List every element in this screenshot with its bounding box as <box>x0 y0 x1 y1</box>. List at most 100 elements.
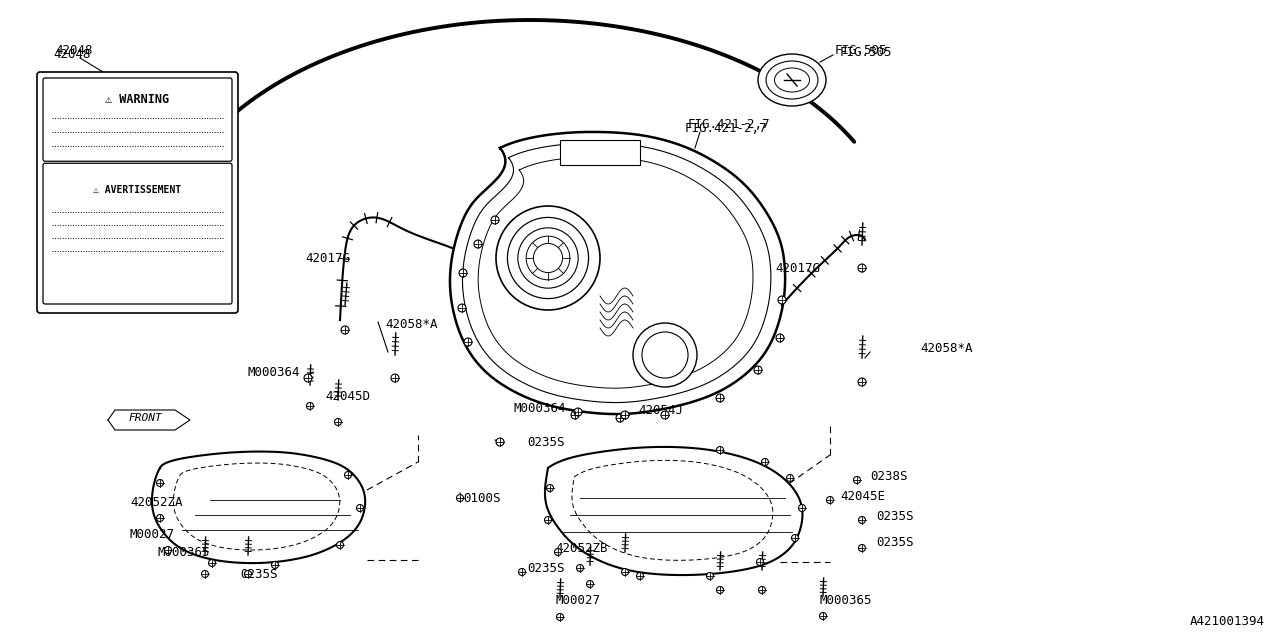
Circle shape <box>465 338 472 346</box>
Circle shape <box>156 479 164 486</box>
Polygon shape <box>108 410 189 430</box>
Text: FIG.505: FIG.505 <box>835 44 887 56</box>
Circle shape <box>819 612 827 620</box>
Circle shape <box>754 366 762 374</box>
Circle shape <box>776 334 783 342</box>
Circle shape <box>534 243 563 273</box>
Text: M00027: M00027 <box>556 593 600 607</box>
Circle shape <box>859 516 865 524</box>
Text: M000365: M000365 <box>820 593 873 607</box>
Circle shape <box>344 472 352 479</box>
Circle shape <box>357 504 364 511</box>
Circle shape <box>660 411 669 419</box>
Circle shape <box>799 504 805 511</box>
Polygon shape <box>451 132 785 414</box>
Text: 42052ZA: 42052ZA <box>131 497 183 509</box>
Circle shape <box>518 568 526 575</box>
Text: 0235S: 0235S <box>241 568 278 582</box>
Text: ⚠ WARNING: ⚠ WARNING <box>105 93 169 106</box>
Circle shape <box>791 534 799 541</box>
Text: 0235S: 0235S <box>527 436 564 449</box>
Circle shape <box>576 564 584 572</box>
Circle shape <box>497 206 600 310</box>
Ellipse shape <box>765 61 818 99</box>
Text: 42048: 42048 <box>52 49 91 61</box>
Text: 0238S: 0238S <box>870 470 908 483</box>
Text: 42052ZB: 42052ZB <box>556 541 608 554</box>
Circle shape <box>634 323 698 387</box>
Circle shape <box>859 545 865 552</box>
Circle shape <box>458 304 466 312</box>
Text: M00027: M00027 <box>131 529 175 541</box>
Circle shape <box>474 240 483 248</box>
Circle shape <box>554 548 562 556</box>
Circle shape <box>334 419 342 426</box>
Ellipse shape <box>758 54 826 106</box>
Circle shape <box>165 547 172 554</box>
Circle shape <box>571 411 579 419</box>
Circle shape <box>497 438 504 446</box>
Text: M000365: M000365 <box>157 547 210 559</box>
Circle shape <box>544 516 552 524</box>
Circle shape <box>390 374 399 382</box>
Circle shape <box>201 570 209 577</box>
Circle shape <box>786 474 794 481</box>
Text: M000364: M000364 <box>248 365 301 378</box>
Text: FIG.421-2,7: FIG.421-2,7 <box>685 122 768 134</box>
Circle shape <box>547 484 553 492</box>
Circle shape <box>707 573 713 579</box>
FancyBboxPatch shape <box>37 72 238 313</box>
Circle shape <box>616 414 625 422</box>
Circle shape <box>507 218 589 298</box>
Circle shape <box>518 228 579 288</box>
Text: 0235S: 0235S <box>876 536 914 550</box>
Text: 42017G: 42017G <box>774 262 820 275</box>
Circle shape <box>827 497 833 504</box>
Circle shape <box>716 394 724 402</box>
Circle shape <box>759 586 765 593</box>
Circle shape <box>460 269 467 277</box>
Circle shape <box>717 586 723 593</box>
Text: 42045E: 42045E <box>840 490 884 502</box>
Circle shape <box>756 559 763 566</box>
Circle shape <box>762 458 768 465</box>
Circle shape <box>244 570 251 577</box>
Text: 42017G: 42017G <box>305 252 349 264</box>
Circle shape <box>858 264 867 272</box>
Circle shape <box>457 495 463 502</box>
Circle shape <box>586 580 594 588</box>
Text: 42048: 42048 <box>55 44 92 56</box>
Circle shape <box>854 477 860 483</box>
Text: FIG.421-2,7: FIG.421-2,7 <box>689 118 771 131</box>
Circle shape <box>340 326 349 334</box>
Circle shape <box>305 374 312 382</box>
Text: 42045D: 42045D <box>325 390 370 403</box>
Circle shape <box>621 411 628 419</box>
FancyBboxPatch shape <box>44 163 232 304</box>
Circle shape <box>156 515 164 522</box>
Circle shape <box>622 568 628 575</box>
Circle shape <box>573 408 582 416</box>
Circle shape <box>858 378 867 386</box>
Text: 0235S: 0235S <box>527 561 564 575</box>
Text: 42058*A: 42058*A <box>920 342 973 355</box>
Circle shape <box>778 296 786 304</box>
Polygon shape <box>545 447 803 575</box>
Circle shape <box>306 403 314 410</box>
Text: 0235S: 0235S <box>876 509 914 522</box>
Text: A421001394: A421001394 <box>1190 615 1265 628</box>
Polygon shape <box>152 452 365 563</box>
Circle shape <box>717 447 723 454</box>
Text: 42054J: 42054J <box>637 403 684 417</box>
Circle shape <box>337 541 343 548</box>
Text: FIG.505: FIG.505 <box>840 45 892 58</box>
FancyBboxPatch shape <box>561 140 640 165</box>
Circle shape <box>557 614 563 621</box>
Ellipse shape <box>774 68 809 92</box>
Text: M000364: M000364 <box>513 401 566 415</box>
Circle shape <box>492 216 499 224</box>
Text: 42058*A: 42058*A <box>385 319 438 332</box>
Text: FRONT: FRONT <box>128 413 161 423</box>
Circle shape <box>209 559 215 566</box>
Circle shape <box>636 573 644 579</box>
